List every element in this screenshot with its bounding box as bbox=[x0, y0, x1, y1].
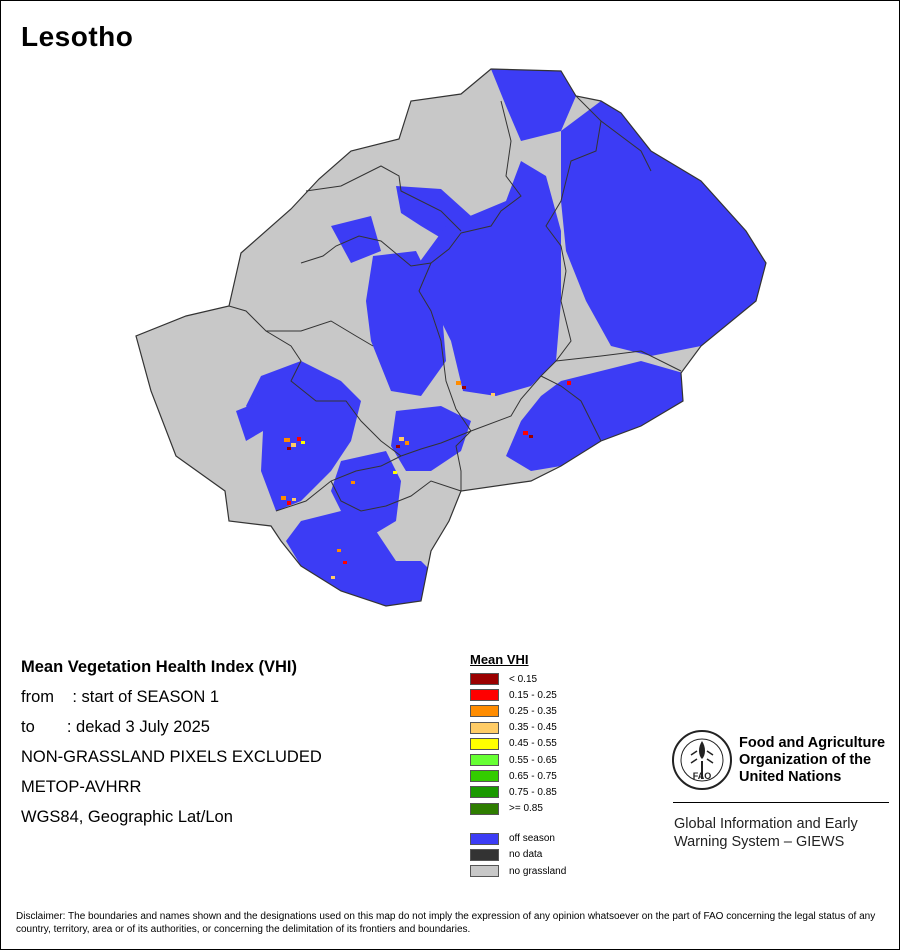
legend-swatch bbox=[470, 802, 499, 815]
legend-item: 0.15 - 0.25 bbox=[470, 687, 600, 703]
district-boundaries bbox=[135, 68, 767, 607]
legend-item: no data bbox=[470, 847, 600, 863]
lesotho-vhi-map bbox=[135, 68, 767, 607]
period-from: from : start of SEASON 1 bbox=[21, 688, 220, 706]
legend-swatch bbox=[470, 848, 499, 861]
legend-item: 0.35 - 0.45 bbox=[470, 720, 600, 736]
legend-swatch bbox=[470, 865, 499, 878]
legend-item: off season bbox=[470, 831, 600, 847]
country-shape bbox=[135, 68, 767, 607]
low-vhi-pixels bbox=[281, 381, 571, 579]
legend-swatch bbox=[470, 705, 499, 718]
legend-item: 0.45 - 0.55 bbox=[470, 736, 600, 752]
sensor-label: METOP-AVHRR bbox=[21, 778, 142, 796]
legend-swatch bbox=[470, 832, 499, 845]
legend-item: 0.75 - 0.85 bbox=[470, 784, 600, 800]
period-to: to : dekad 3 July 2025 bbox=[21, 718, 210, 736]
legend-spacer bbox=[470, 817, 600, 831]
legend-swatch bbox=[470, 673, 499, 686]
divider bbox=[673, 802, 889, 803]
legend-label: 0.35 - 0.45 bbox=[509, 722, 557, 734]
organization-name: Food and Agriculture Organization of the… bbox=[739, 735, 886, 785]
off-season-areas bbox=[236, 69, 766, 606]
legend-title: Mean VHI bbox=[470, 652, 529, 667]
legend-swatch bbox=[470, 770, 499, 783]
legend-item: < 0.15 bbox=[470, 671, 600, 687]
legend-item: 0.25 - 0.35 bbox=[470, 703, 600, 719]
legend-label: 0.65 - 0.75 bbox=[509, 770, 557, 782]
legend-swatch bbox=[470, 737, 499, 750]
legend-label: no data bbox=[509, 849, 543, 861]
disclaimer: Disclaimer: The boundaries and names sho… bbox=[16, 911, 876, 935]
exclusion-note: NON-GRASSLAND PIXELS EXCLUDED bbox=[21, 748, 322, 766]
legend-label: no grassland bbox=[509, 865, 567, 877]
legend-label: >= 0.85 bbox=[509, 803, 543, 815]
legend-swatch bbox=[470, 786, 499, 799]
svg-text:FAO: FAO bbox=[693, 771, 712, 781]
legend-label: < 0.15 bbox=[509, 673, 538, 685]
legend-swatch bbox=[470, 689, 499, 702]
legend-item: 0.65 - 0.75 bbox=[470, 768, 600, 784]
legend-label: 0.55 - 0.65 bbox=[509, 754, 557, 766]
legend-label: 0.75 - 0.85 bbox=[509, 786, 557, 798]
map-title: Lesotho bbox=[21, 21, 134, 52]
system-name: Global Information and Early Warning Sys… bbox=[674, 816, 858, 850]
legend-item: 0.55 - 0.65 bbox=[470, 752, 600, 768]
legend: Mean VHI < 0.15 0.15 - 0.25 0.25 - 0.35 … bbox=[470, 652, 600, 879]
legend-swatch bbox=[470, 721, 499, 734]
projection-label: WGS84, Geographic Lat/Lon bbox=[21, 808, 233, 826]
legend-item: >= 0.85 bbox=[470, 801, 600, 817]
legend-label: off season bbox=[509, 833, 555, 845]
legend-label: 0.25 - 0.35 bbox=[509, 705, 557, 717]
legend-swatch bbox=[470, 754, 499, 767]
legend-item: no grassland bbox=[470, 863, 600, 879]
fao-logo: FAO bbox=[672, 730, 732, 790]
index-heading: Mean Vegetation Health Index (VHI) bbox=[21, 658, 297, 676]
legend-label: 0.15 - 0.25 bbox=[509, 689, 557, 701]
legend-label: 0.45 - 0.55 bbox=[509, 738, 557, 750]
